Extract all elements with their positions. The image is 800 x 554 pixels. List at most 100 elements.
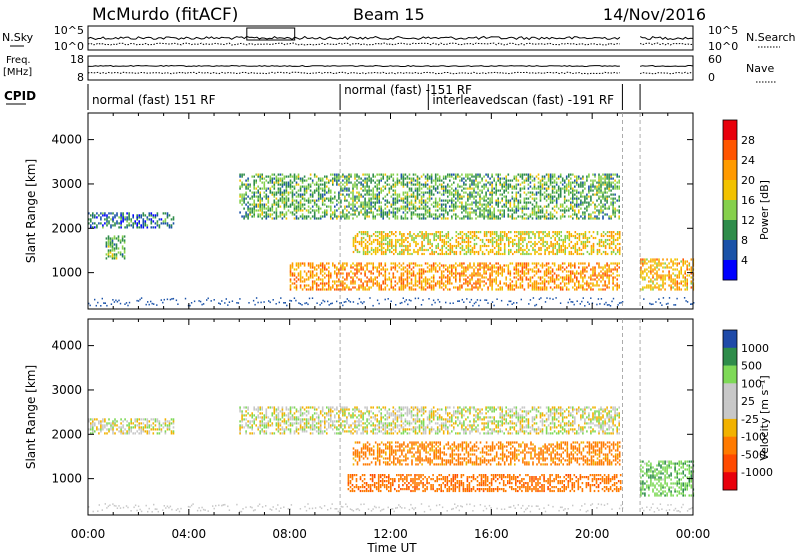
scatter-cell (328, 286, 330, 289)
scatter-cell (403, 238, 405, 242)
scatter-cell (465, 209, 467, 212)
scatter-cell (410, 288, 413, 291)
scatter-cell (400, 197, 403, 200)
scatter-cell (531, 207, 534, 210)
scatter-cell (582, 189, 584, 192)
scatter-cell (572, 201, 574, 204)
scatter-cell (537, 268, 540, 271)
scatter-cell (503, 268, 505, 271)
scatter-cell (285, 189, 288, 192)
scatter-cell (326, 177, 328, 180)
scatter-cell (301, 193, 304, 196)
scatter-cell (453, 286, 455, 289)
scatter-cell (612, 193, 614, 196)
scatter-cell (535, 282, 538, 285)
scatter-cell (555, 181, 558, 184)
scatter-cell (511, 187, 514, 190)
scatter-cell (293, 282, 296, 285)
scatter-cell (519, 270, 522, 273)
scatter-cell (530, 244, 532, 248)
scatter-cell (578, 282, 580, 285)
scatter-cell (557, 274, 560, 277)
scatter-cell (370, 203, 372, 206)
scatter-cell (475, 217, 477, 220)
scatter-cell (445, 205, 447, 208)
scatter-cell (297, 183, 300, 186)
scatter-cell (447, 183, 449, 186)
scatter-cell (386, 183, 389, 186)
scatter-cell (123, 241, 126, 244)
scatter-cell (443, 238, 445, 242)
scatter-cell (467, 199, 469, 202)
scatter-cell (388, 191, 391, 194)
scatter-cell (521, 215, 524, 218)
scatter-cell (382, 282, 384, 285)
scatter-cell (562, 248, 564, 252)
scatter-cell (281, 195, 284, 198)
scatter-cell (366, 244, 369, 248)
scatter-cell (570, 203, 572, 206)
scatter-cell (152, 226, 155, 229)
scatter-cell (438, 197, 441, 200)
scatter-cell (382, 189, 384, 192)
scatter-cell (469, 274, 471, 277)
scatter-cell (449, 199, 451, 202)
scatter-cell (414, 187, 417, 190)
scatter-cell (428, 282, 431, 285)
scatter-cell (483, 270, 485, 273)
scatter-cell (475, 179, 477, 182)
scatter-cell (255, 179, 257, 182)
scatter-cell (509, 272, 512, 275)
scatter-cell (565, 286, 568, 289)
scatter-cell (555, 183, 558, 186)
scatter-cell (580, 215, 582, 218)
scatter-cell (428, 268, 431, 271)
scatter-cell (342, 264, 344, 267)
scatter-cell (344, 278, 346, 281)
scatter-cell (499, 240, 502, 244)
scatter-cell (96, 216, 98, 219)
scatter-cell (547, 217, 550, 220)
scatter-cell (590, 213, 592, 216)
scatter-cell (531, 286, 534, 289)
scatter-cell (588, 185, 590, 188)
scatter-cell (477, 173, 479, 176)
scatter-cell (123, 247, 126, 250)
scatter-cell (295, 264, 298, 267)
scatter-cell (372, 191, 374, 194)
scatter-cell (263, 203, 266, 206)
scatter-cell (503, 211, 505, 214)
scatter-cell (374, 266, 376, 269)
scatter-cell (321, 211, 324, 214)
scatter-cell (138, 222, 140, 225)
scatter-cell (479, 272, 481, 275)
scatter-cell (253, 175, 255, 178)
scatter-cell (561, 286, 564, 289)
scatter-cell (505, 201, 507, 204)
scatter-cell (539, 278, 542, 281)
scatter-cell (398, 266, 401, 269)
scatter-cell (402, 205, 405, 208)
scatter-cell (447, 233, 450, 236)
scatter-cell (391, 250, 393, 254)
scatter-cell (253, 207, 255, 210)
scatter-cell (150, 218, 153, 221)
scatter-cell (604, 250, 607, 254)
scatter-cell (368, 205, 370, 208)
scatter-cell (497, 205, 499, 208)
scatter-cell (515, 217, 518, 220)
scatter-cell (412, 284, 415, 287)
scatter-cell (459, 278, 461, 281)
scatter-cell (386, 215, 389, 218)
scatter-cell (556, 252, 558, 256)
scatter-cell (368, 234, 371, 238)
scatter-cell (570, 266, 572, 269)
scatter-cell (438, 284, 441, 287)
noise-data-gap (622, 27, 641, 49)
scatter-cell (604, 284, 606, 287)
scatter-cell (279, 191, 282, 194)
scatter-cell (247, 177, 249, 180)
scatter-cell (154, 214, 157, 217)
scatter-cell (344, 195, 346, 198)
scatter-cell (598, 187, 600, 190)
